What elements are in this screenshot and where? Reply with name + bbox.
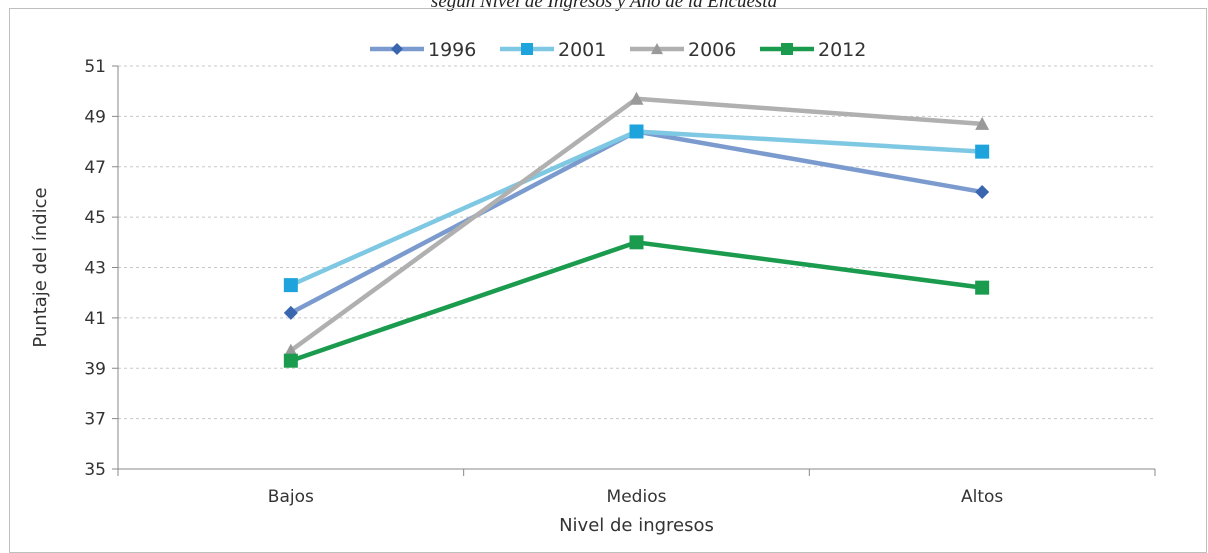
x-tick-label: Bajos: [268, 487, 314, 507]
data-point-2012: [283, 353, 298, 368]
y-tick-label: 43: [84, 259, 106, 279]
legend-marker-2006: [651, 43, 663, 55]
legend-marker-1996: [391, 43, 403, 55]
data-point-2006: [975, 116, 990, 130]
legend-marker-2001: [521, 43, 533, 55]
x-tick-label: Medios: [607, 487, 667, 507]
x-tick-label: Altos: [961, 487, 1003, 507]
chart-subtitle: según Nivel de Ingresos y Año de la Encu…: [430, 0, 778, 12]
y-tick-label: 41: [84, 309, 106, 329]
series-line-2001: [289, 129, 983, 288]
data-point-1996: [975, 184, 990, 199]
data-point-2012: [629, 235, 644, 250]
y-tick-label: 39: [84, 359, 106, 379]
legend-label-2001: 2001: [558, 39, 606, 61]
y-tick-label: 37: [84, 410, 106, 430]
y-tick-label: 49: [84, 107, 106, 127]
legend-label-1996: 1996: [428, 39, 476, 61]
x-axis-title: Nivel de ingresos: [559, 515, 714, 536]
data-point-2001: [629, 124, 644, 139]
data-point-2006: [629, 91, 644, 105]
y-tick-label: 51: [84, 57, 106, 77]
data-point-2006: [283, 343, 298, 357]
data-point-2012: [975, 280, 990, 295]
y-axis-title: Puntaje del índice: [30, 187, 51, 347]
series-line-1996: [289, 129, 983, 315]
legend-label-2006: 2006: [688, 39, 736, 61]
y-tick-label: 45: [84, 208, 106, 228]
data-point-2001: [975, 144, 990, 159]
data-point-2001: [283, 278, 298, 293]
legend-label-2012: 2012: [818, 39, 866, 61]
legend-marker-2012: [781, 43, 793, 55]
data-point-1996: [283, 305, 298, 320]
y-tick-label: 47: [84, 158, 106, 178]
y-tick-label: 35: [84, 460, 106, 480]
